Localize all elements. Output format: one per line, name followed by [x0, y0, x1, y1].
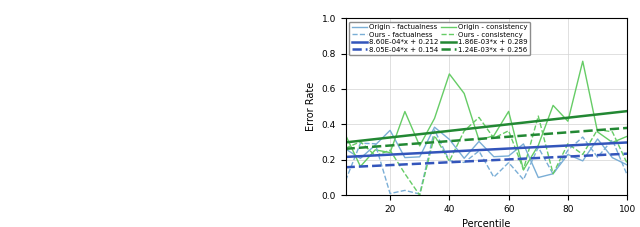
Ours - factualness [609, 138, 616, 141]
Origin - consistency [416, 145, 424, 147]
Ours - consistency [520, 168, 527, 171]
X-axis label: Percentile: Percentile [462, 220, 511, 227]
Ours - factualness [564, 149, 572, 152]
Ours - consistency [609, 131, 616, 133]
Ours - consistency [416, 194, 424, 197]
Origin - factualness [594, 138, 602, 140]
Origin - factualness [386, 129, 394, 132]
Origin - consistency [356, 165, 364, 168]
Origin - factualness [579, 160, 587, 162]
Ours - factualness [356, 142, 364, 145]
Ours - consistency [534, 115, 542, 117]
Ours - consistency [371, 154, 379, 157]
Origin - factualness [460, 157, 468, 160]
Ours - consistency [445, 160, 453, 163]
Origin - factualness [490, 155, 498, 158]
Line: Ours - factualness: Ours - factualness [346, 130, 627, 194]
Ours - consistency [460, 130, 468, 132]
Origin - factualness [520, 143, 527, 145]
Y-axis label: Error Rate: Error Rate [306, 82, 316, 131]
Ours - consistency [386, 149, 394, 152]
Ours - consistency [401, 172, 409, 175]
Origin - consistency [609, 141, 616, 144]
Ours - consistency [594, 128, 602, 131]
Ours - factualness [342, 179, 349, 182]
Origin - factualness [475, 140, 483, 143]
Ours - consistency [505, 129, 513, 132]
Origin - consistency [505, 110, 513, 113]
Ours - consistency [564, 142, 572, 145]
Origin - factualness [371, 144, 379, 146]
Ours - consistency [356, 140, 364, 143]
Ours - factualness [505, 161, 513, 164]
Origin - factualness [623, 164, 631, 166]
Ours - factualness [490, 176, 498, 178]
Ours - factualness [475, 150, 483, 152]
Origin - consistency [594, 131, 602, 133]
Origin - consistency [534, 144, 542, 147]
Origin - consistency [623, 135, 631, 138]
Origin - consistency [371, 148, 379, 151]
Origin - factualness [534, 176, 542, 179]
Origin - consistency [342, 134, 349, 136]
Origin - consistency [460, 92, 468, 95]
Origin - factualness [431, 126, 438, 128]
Ours - factualness [371, 142, 379, 145]
Ours - factualness [386, 192, 394, 195]
Ours - consistency [490, 137, 498, 140]
Origin - consistency [445, 73, 453, 75]
Ours - factualness [445, 159, 453, 162]
Ours - factualness [549, 173, 557, 175]
Ours - factualness [460, 161, 468, 164]
Legend: Origin - factualness, Ours - factualness, 8.60E-04*x + 0.212, 8.05E-04*x + 0.154: Origin - factualness, Ours - factualness… [349, 22, 531, 55]
Origin - factualness [549, 172, 557, 175]
Ours - factualness [401, 189, 409, 192]
Origin - factualness [416, 155, 424, 158]
Ours - consistency [623, 162, 631, 165]
Origin - consistency [386, 151, 394, 154]
Origin - consistency [549, 104, 557, 107]
Line: Ours - consistency: Ours - consistency [346, 116, 627, 195]
Ours - factualness [416, 193, 424, 195]
Ours - consistency [579, 153, 587, 156]
Ours - consistency [549, 172, 557, 175]
Origin - consistency [490, 134, 498, 137]
Origin - factualness [505, 155, 513, 157]
Ours - factualness [579, 136, 587, 138]
Ours - factualness [431, 129, 438, 131]
Ours - factualness [623, 174, 631, 176]
Origin - consistency [401, 110, 409, 113]
Ours - consistency [475, 116, 483, 119]
Origin - consistency [564, 120, 572, 123]
Origin - factualness [445, 138, 453, 141]
Line: Origin - factualness: Origin - factualness [346, 127, 627, 178]
Origin - factualness [609, 156, 616, 159]
Ours - factualness [594, 156, 602, 159]
Origin - factualness [342, 148, 349, 150]
Line: Origin - consistency: Origin - consistency [346, 61, 627, 170]
Origin - consistency [520, 169, 527, 171]
Origin - factualness [564, 153, 572, 156]
Origin - consistency [475, 139, 483, 141]
Origin - factualness [401, 156, 409, 159]
Origin - factualness [356, 157, 364, 160]
Ours - consistency [342, 147, 349, 150]
Origin - consistency [431, 117, 438, 120]
Ours - consistency [431, 134, 438, 137]
Ours - factualness [520, 178, 527, 181]
Ours - factualness [534, 146, 542, 149]
Origin - consistency [579, 60, 587, 63]
